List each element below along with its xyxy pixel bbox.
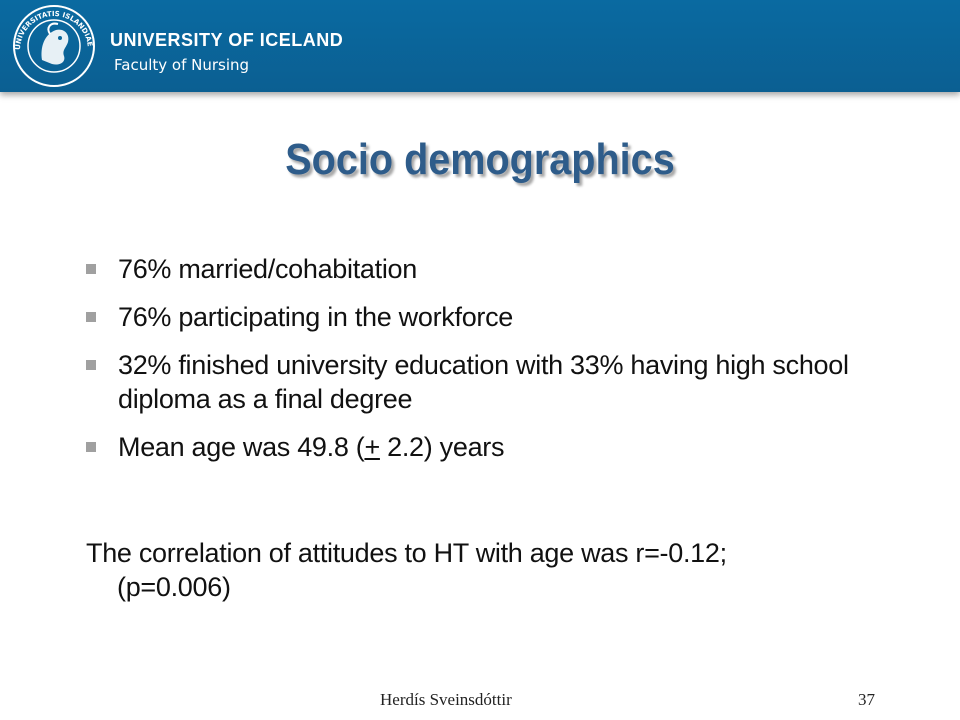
plus-minus-sign: + bbox=[364, 432, 380, 462]
bullet-text: 76% married/cohabitation bbox=[118, 254, 417, 284]
bullet-list: 76% married/cohabitation 76% participati… bbox=[86, 252, 906, 478]
bullet-text: 32% finished university education with 3… bbox=[118, 350, 849, 414]
correlation-text: The correlation of attitudes to HT with … bbox=[86, 536, 886, 604]
bullet-item: 32% finished university education with 3… bbox=[86, 348, 906, 416]
correlation-line-2: (p=0.006) bbox=[117, 572, 231, 602]
faculty-name: Faculty of Nursing bbox=[114, 56, 250, 74]
page-number: 37 bbox=[858, 690, 875, 709]
slide-title: Socio demographics bbox=[285, 135, 675, 184]
square-bullet-icon bbox=[86, 312, 96, 322]
bullet-text-before: Mean age was 49.8 ( bbox=[118, 432, 365, 462]
square-bullet-icon bbox=[86, 264, 96, 274]
correlation-line-1: The correlation of attitudes to HT with … bbox=[86, 538, 727, 568]
bullet-text-after: 2.2) years bbox=[379, 432, 505, 462]
university-seal-logo: UNIVERSITATIS ISLANDIAE · SIGILLUM bbox=[6, 4, 95, 87]
bullet-item: Mean age was 49.8 (+ 2.2) years bbox=[86, 430, 906, 464]
footer-author: Herdís Sveinsdóttir bbox=[380, 690, 512, 709]
bullet-item: 76% married/cohabitation bbox=[86, 252, 906, 286]
bullet-text: 76% participating in the workforce bbox=[118, 302, 514, 332]
header-banner: UNIVERSITATIS ISLANDIAE · SIGILLUM UNIVE… bbox=[0, 0, 960, 92]
square-bullet-icon bbox=[86, 360, 96, 370]
bullet-item: 76% participating in the workforce bbox=[86, 300, 906, 334]
square-bullet-icon bbox=[86, 442, 96, 452]
university-name: UNIVERSITY OF ICELAND bbox=[110, 30, 344, 50]
